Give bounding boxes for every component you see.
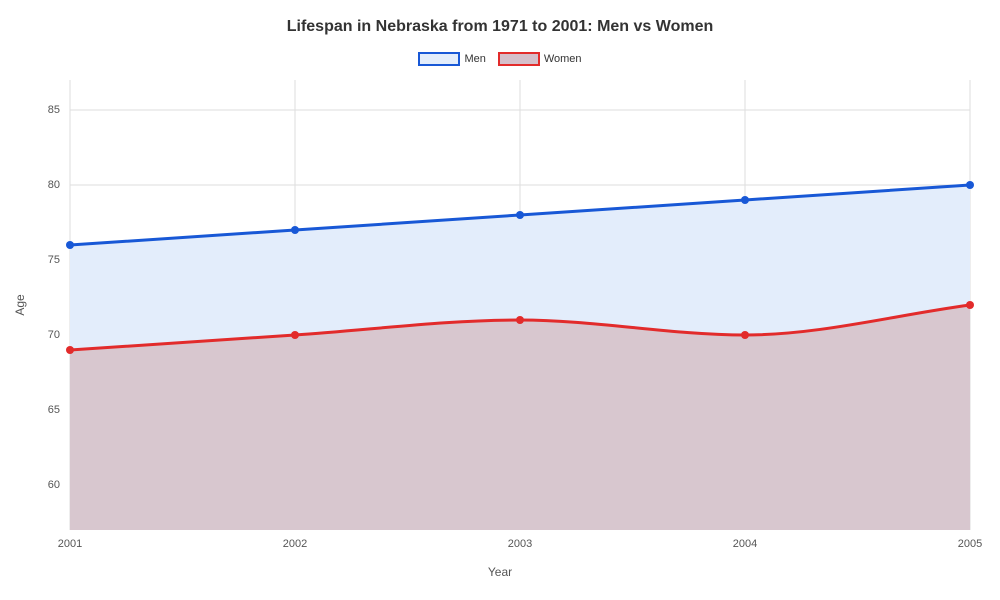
legend-item-women[interactable]: Women [498,52,582,66]
chart-svg [70,80,970,530]
x-axis-label: Year [0,565,1000,579]
legend-swatch-women [498,52,540,66]
legend-swatch-men [418,52,460,66]
y-tick-label: 85 [30,104,60,116]
chart-title: Lifespan in Nebraska from 1971 to 2001: … [0,18,1000,36]
x-tick-label: 2005 [958,538,982,550]
y-axis-label: Age [13,294,27,315]
x-tick-label: 2003 [508,538,532,550]
plot-area [70,80,970,530]
y-tick-label: 80 [30,179,60,191]
y-tick-label: 75 [30,254,60,266]
legend-label-men: Men [464,53,485,65]
chart-container: Lifespan in Nebraska from 1971 to 2001: … [0,0,1000,600]
legend: Men Women [0,52,1000,66]
x-tick-label: 2002 [283,538,307,550]
x-tick-label: 2004 [733,538,757,550]
legend-item-men[interactable]: Men [418,52,485,66]
y-tick-label: 65 [30,404,60,416]
legend-label-women: Women [544,53,582,65]
x-tick-label: 2001 [58,538,82,550]
y-tick-label: 70 [30,329,60,341]
y-tick-label: 60 [30,479,60,491]
